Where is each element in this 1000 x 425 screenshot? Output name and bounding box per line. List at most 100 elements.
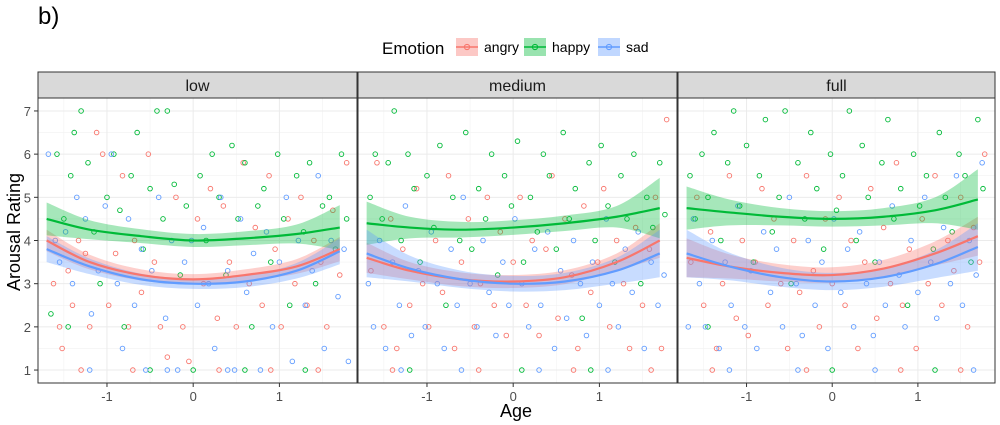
data-point-sad (577, 280, 584, 287)
fit-line-sad (686, 245, 979, 283)
data-point-happy (65, 324, 71, 330)
data-point-angry (945, 237, 951, 244)
data-point-happy (782, 108, 788, 114)
data-point-sad (493, 332, 499, 339)
data-point-angry (648, 367, 654, 373)
data-point-happy (788, 280, 794, 287)
data-point-sad (243, 289, 250, 296)
panel-border (357, 97, 678, 384)
gridlines (678, 98, 995, 383)
x-tick-label: 1 (276, 389, 283, 404)
legend-title: Emotion (382, 39, 444, 58)
data-point-happy (520, 259, 527, 265)
facet-strip (37, 71, 358, 99)
data-point-happy (638, 280, 644, 287)
data-point-sad (441, 345, 447, 352)
data-point-happy (117, 207, 123, 214)
data-point-sad (882, 302, 889, 309)
data-point-happy (930, 246, 937, 252)
y-tick-label: 4 (24, 234, 31, 249)
data-point-sad (174, 367, 181, 373)
data-point-happy (104, 194, 110, 201)
data-point-happy (730, 108, 737, 114)
data-point-sad (742, 324, 748, 330)
data-point-happy (572, 185, 579, 192)
data-point-sad (295, 237, 302, 244)
data-point-angry (138, 289, 145, 296)
data-point-happy (197, 172, 203, 179)
data-point-angry (233, 324, 240, 330)
facet-low: low -1 0 1 (37, 71, 358, 404)
data-point-sad (315, 172, 321, 179)
data-point-happy (598, 142, 604, 149)
data-point-sad (648, 259, 654, 265)
data-point-sad (237, 216, 244, 222)
data-point-happy (650, 224, 656, 231)
data-point-angry (784, 345, 791, 352)
data-point-angry (549, 172, 555, 179)
data-point-happy (379, 216, 385, 222)
data-point-angry (330, 207, 336, 214)
y-tick-label: 7 (24, 104, 31, 119)
data-point-angry (272, 246, 278, 252)
data-point-happy (942, 194, 949, 201)
data-point-sad (622, 246, 629, 252)
data-point-sad (276, 259, 283, 265)
data-point-sad (82, 216, 89, 222)
data-point-sad (458, 367, 465, 373)
data-point-angry (600, 185, 607, 192)
data-point-sad (321, 345, 327, 352)
data-point-happy (338, 151, 345, 157)
data-point-sad (551, 345, 558, 352)
data-point-happy (560, 129, 566, 136)
data-point-angry (86, 324, 93, 330)
data-point-angry (151, 259, 158, 265)
x-tick-label: -1 (101, 389, 113, 404)
data-point-sad (218, 194, 224, 201)
data-point-happy (249, 324, 255, 330)
data-point-sad (341, 246, 347, 252)
data-point-angry (112, 250, 119, 257)
fit-line-sad (46, 248, 341, 285)
data-point-happy (962, 172, 968, 179)
data-point-sad (870, 332, 877, 339)
data-point-angry (75, 237, 82, 244)
data-point-angry (803, 367, 810, 373)
data-point-sad (641, 345, 647, 352)
data-point-angry (588, 289, 594, 296)
data-point-happy (488, 151, 495, 157)
data-point-angry (164, 354, 171, 360)
data-point-angry (131, 237, 138, 244)
data-point-happy (736, 203, 743, 209)
data-point-happy (154, 108, 160, 114)
data-point-sad (56, 259, 63, 265)
data-point-angry (50, 280, 57, 287)
data-point-sad (889, 203, 895, 209)
data-point-angry (880, 224, 887, 231)
data-point-angry (130, 367, 136, 373)
data-point-happy (85, 160, 91, 166)
data-point-happy (756, 172, 763, 179)
data-point-angry (970, 224, 977, 231)
data-point-sad (557, 267, 564, 274)
fit-line-happy (686, 198, 979, 221)
facet-strip-label: full (826, 78, 846, 95)
data-point-happy (814, 185, 820, 192)
data-point-sad (779, 324, 786, 330)
data-point-sad (583, 332, 590, 339)
data-point-sad (563, 315, 570, 321)
data-point-angry (214, 315, 221, 321)
data-point-sad (181, 259, 188, 265)
data-point-happy (910, 151, 917, 157)
data-point-sad (52, 237, 58, 244)
data-point-sad (605, 367, 611, 373)
data-point-happy (437, 142, 443, 149)
confidence-band-angry (686, 216, 978, 284)
data-point-happy (111, 151, 117, 157)
data-point-sad (454, 302, 460, 309)
data-point-happy (261, 185, 267, 192)
data-point-sad (138, 246, 145, 252)
data-point-sad (119, 345, 126, 352)
data-point-angry (906, 246, 913, 252)
data-point-angry (529, 237, 535, 244)
